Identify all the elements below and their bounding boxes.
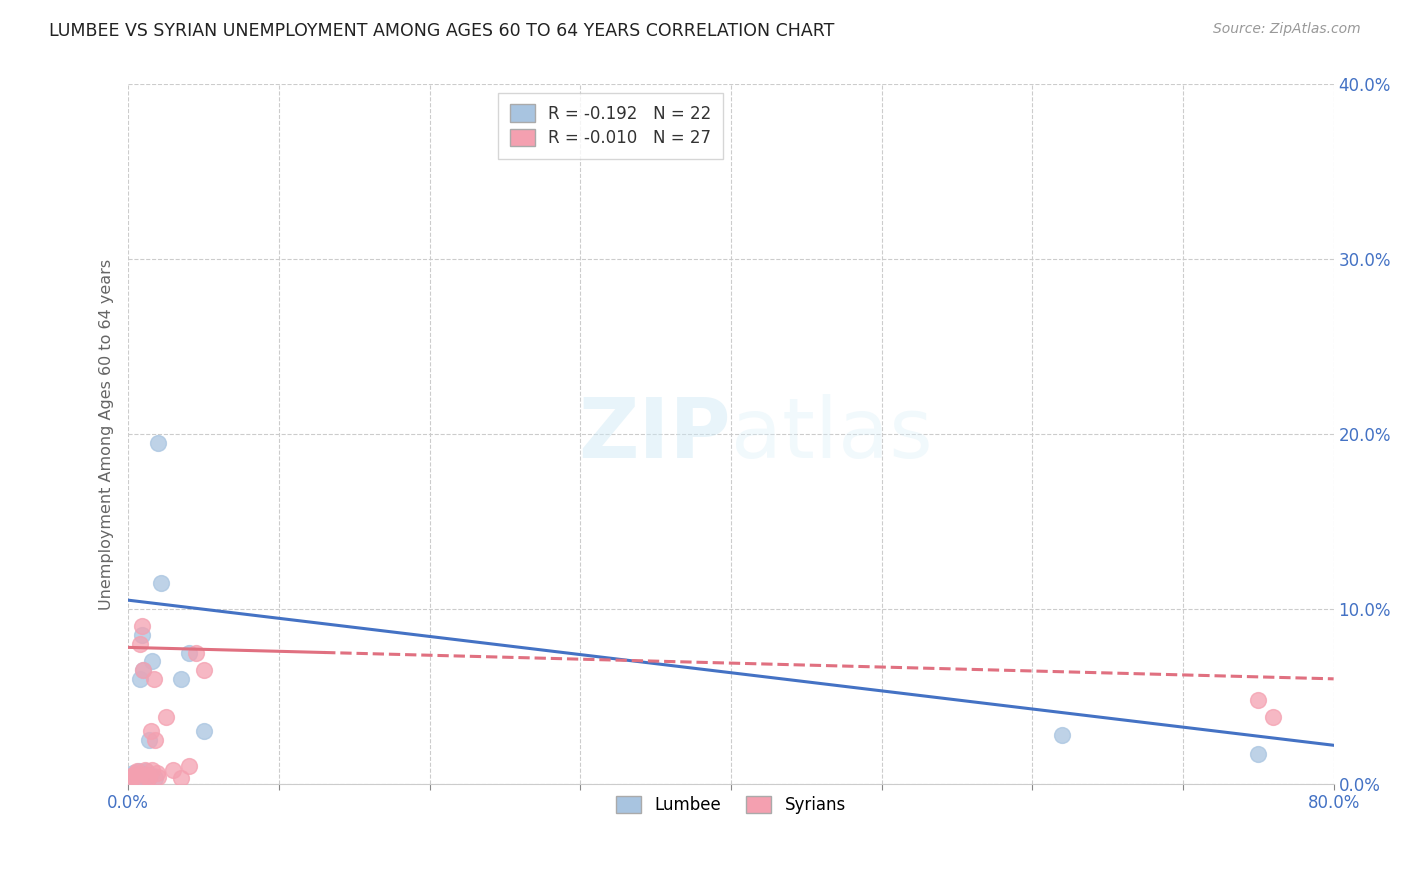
Point: [127, 770, 149, 784]
Point: [134, 763, 156, 777]
Text: ZIP: ZIP: [578, 393, 731, 475]
Point: [135, 764, 157, 779]
Point: [184, 646, 207, 660]
Point: [142, 672, 165, 686]
Point: [120, 772, 142, 786]
Point: [1247, 747, 1270, 761]
Point: [136, 772, 159, 786]
Text: LUMBEE VS SYRIAN UNEMPLOYMENT AMONG AGES 60 TO 64 YEARS CORRELATION CHART: LUMBEE VS SYRIAN UNEMPLOYMENT AMONG AGES…: [49, 22, 835, 40]
Point: [139, 768, 162, 782]
Point: [193, 663, 215, 677]
Point: [1263, 710, 1285, 724]
Point: [131, 628, 153, 642]
Point: [125, 766, 148, 780]
Point: [177, 759, 200, 773]
Point: [124, 772, 146, 786]
Point: [170, 672, 193, 686]
Point: [162, 763, 184, 777]
Point: [131, 619, 153, 633]
Point: [132, 663, 155, 677]
Point: [193, 724, 215, 739]
Legend: Lumbee, Syrians: Lumbee, Syrians: [606, 786, 856, 824]
Point: [138, 733, 160, 747]
Point: [132, 663, 155, 677]
Point: [136, 772, 159, 786]
Point: [124, 770, 146, 784]
Point: [1247, 693, 1270, 707]
Point: [177, 646, 200, 660]
Point: [129, 637, 152, 651]
Point: [155, 710, 177, 724]
Point: [148, 435, 170, 450]
Point: [145, 733, 167, 747]
Point: [128, 772, 150, 786]
Point: [170, 772, 193, 786]
Point: [134, 770, 156, 784]
Point: [150, 575, 173, 590]
Point: [141, 763, 163, 777]
Point: [129, 672, 152, 686]
Point: [141, 654, 163, 668]
Text: atlas: atlas: [731, 393, 932, 475]
Point: [135, 768, 157, 782]
Point: [148, 770, 170, 784]
Point: [128, 764, 150, 779]
Y-axis label: Unemployment Among Ages 60 to 64 years: Unemployment Among Ages 60 to 64 years: [100, 259, 114, 609]
Point: [146, 766, 169, 780]
Point: [138, 770, 160, 784]
Point: [139, 724, 162, 739]
Point: [125, 768, 148, 782]
Point: [1052, 728, 1074, 742]
Point: [121, 766, 143, 780]
Point: [127, 764, 149, 779]
Point: [145, 772, 167, 786]
Text: Source: ZipAtlas.com: Source: ZipAtlas.com: [1213, 22, 1361, 37]
Point: [121, 768, 143, 782]
